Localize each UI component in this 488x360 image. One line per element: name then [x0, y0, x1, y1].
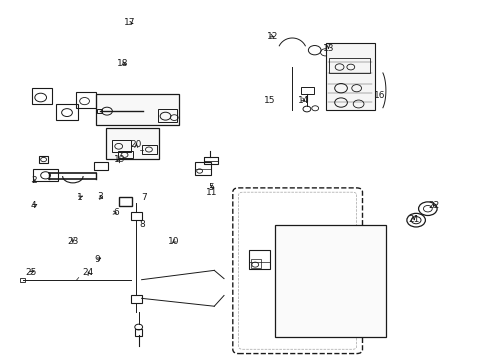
Bar: [249, 249, 269, 269]
Text: 5: 5: [208, 183, 214, 192]
Bar: [135, 329, 142, 336]
Bar: [194, 162, 211, 175]
Bar: [301, 87, 313, 94]
Bar: [329, 58, 369, 73]
Bar: [142, 145, 157, 154]
Text: 1: 1: [77, 193, 82, 202]
Text: 22: 22: [427, 201, 438, 210]
Bar: [32, 88, 52, 104]
Text: 18: 18: [117, 59, 128, 68]
Bar: [274, 225, 385, 337]
Bar: [96, 94, 179, 126]
Text: 3: 3: [97, 192, 103, 201]
Bar: [203, 157, 218, 164]
Bar: [118, 151, 133, 158]
Text: 16: 16: [373, 91, 385, 100]
Text: 14: 14: [298, 96, 309, 105]
Text: 6: 6: [113, 208, 119, 217]
Text: 8: 8: [139, 220, 144, 229]
Bar: [33, 169, 58, 181]
Text: 24: 24: [82, 268, 94, 277]
Text: 11: 11: [205, 188, 217, 197]
Bar: [158, 109, 177, 122]
Bar: [131, 212, 142, 220]
Bar: [131, 296, 142, 303]
Text: 13: 13: [322, 44, 333, 53]
Text: 20: 20: [130, 140, 142, 149]
Bar: [39, 156, 48, 163]
Bar: [112, 140, 131, 152]
Bar: [76, 93, 96, 108]
Bar: [326, 42, 374, 110]
Text: 4: 4: [31, 201, 37, 210]
Bar: [106, 128, 158, 159]
Bar: [97, 109, 102, 113]
Bar: [119, 197, 132, 206]
Text: 7: 7: [141, 193, 146, 202]
Bar: [94, 162, 108, 170]
Text: 10: 10: [168, 237, 179, 246]
Text: 15: 15: [264, 96, 275, 105]
Text: 9: 9: [94, 255, 100, 264]
Text: 2: 2: [31, 176, 37, 185]
Text: 12: 12: [266, 32, 278, 41]
Bar: [251, 259, 261, 268]
Bar: [20, 278, 24, 282]
Text: 19: 19: [114, 155, 125, 164]
Bar: [56, 104, 78, 120]
Text: 23: 23: [67, 237, 79, 246]
Text: 25: 25: [25, 268, 37, 277]
Text: 17: 17: [124, 18, 135, 27]
Text: 21: 21: [407, 215, 419, 224]
